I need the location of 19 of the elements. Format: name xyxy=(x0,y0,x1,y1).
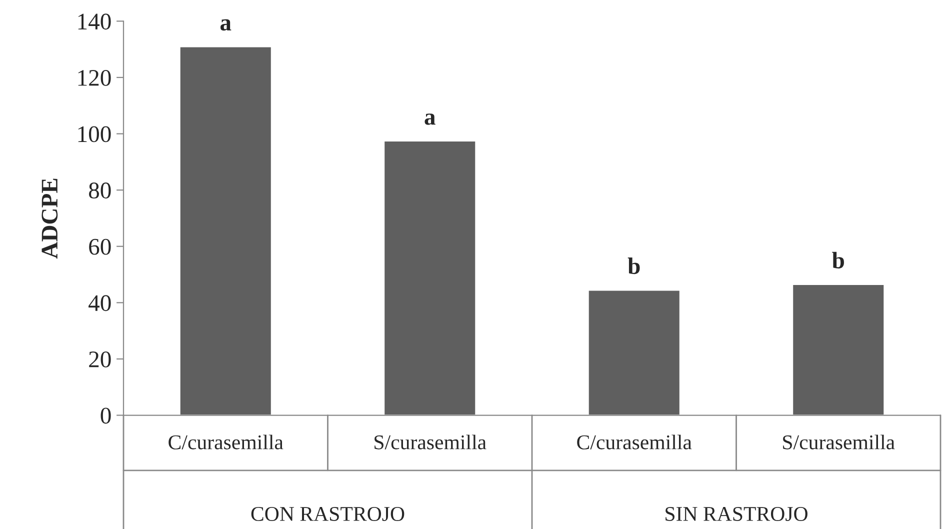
y-tick-label: 20 xyxy=(89,351,111,368)
y-tick-label: 120 xyxy=(78,70,111,86)
text: SIN RASTROJO xyxy=(666,506,808,521)
y-tick-label: 140 xyxy=(78,14,111,30)
y-tick-label: 0 xyxy=(100,408,111,424)
x-tick-label: S/curasemilla xyxy=(374,434,486,450)
y-tick-label: 60 xyxy=(89,238,111,255)
x-tick-label: C/curasemilla xyxy=(168,434,284,450)
data-label: b xyxy=(832,252,844,268)
data-label: a xyxy=(220,19,232,31)
data-label: b xyxy=(628,257,640,274)
x-tick-label: S/curasemilla xyxy=(783,434,895,450)
data-label: a xyxy=(424,114,436,125)
y-tick-label: 100 xyxy=(78,126,111,142)
x-tick-label: C/curasemilla xyxy=(577,434,692,450)
text: CON RASTROJO xyxy=(251,506,404,521)
y-axis-title: ADCPE xyxy=(42,178,58,259)
y-tick-label: 80 xyxy=(88,182,111,198)
y-tick-label: 40 xyxy=(88,295,111,312)
